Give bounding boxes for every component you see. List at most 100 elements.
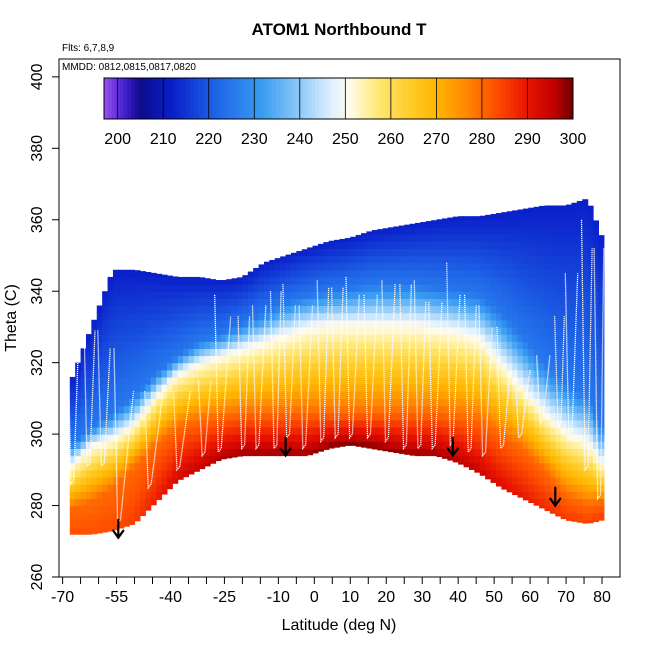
heatmap-cell bbox=[479, 426, 486, 435]
heatmap-cell bbox=[150, 412, 157, 421]
colorbar-segment bbox=[549, 78, 554, 119]
heatmap-cell bbox=[377, 341, 384, 349]
heatmap-cell bbox=[242, 326, 249, 335]
heatmap-cell bbox=[150, 491, 157, 499]
heatmap-cell bbox=[285, 441, 292, 449]
heatmap-cell bbox=[134, 341, 141, 349]
colorbar-segment bbox=[248, 78, 254, 119]
heatmap-cell bbox=[598, 348, 605, 357]
heatmap-cell bbox=[334, 284, 341, 292]
heatmap-cell bbox=[571, 284, 578, 292]
heatmap-cell bbox=[339, 319, 346, 328]
heatmap-cell bbox=[447, 319, 454, 328]
heatmap-cell bbox=[512, 391, 519, 399]
heatmap-cell bbox=[549, 455, 556, 464]
heatmap-cell bbox=[296, 434, 303, 442]
heatmap-cell bbox=[495, 434, 502, 442]
heatmap-cell bbox=[285, 298, 292, 307]
heatmap-cell bbox=[555, 398, 562, 407]
heatmap-cell bbox=[549, 376, 556, 385]
heatmap-cell bbox=[441, 276, 448, 285]
heatmap-cell bbox=[479, 355, 486, 364]
heatmap-cell bbox=[177, 291, 184, 299]
heatmap-cell bbox=[96, 326, 103, 335]
heatmap-cell bbox=[593, 512, 600, 521]
heatmap-cell bbox=[307, 284, 314, 292]
heatmap-cell bbox=[210, 334, 217, 342]
heatmap-cell bbox=[69, 376, 76, 385]
heatmap-cell bbox=[226, 398, 233, 407]
heatmap-cell bbox=[134, 491, 141, 499]
heatmap-cell bbox=[199, 384, 206, 392]
heatmap-cell bbox=[468, 298, 475, 307]
heatmap-cell bbox=[150, 305, 157, 314]
heatmap-cell bbox=[398, 262, 405, 271]
heatmap-cell bbox=[204, 278, 211, 285]
heatmap-cell bbox=[474, 462, 481, 471]
colorbar-segment bbox=[432, 78, 437, 119]
heatmap-cell bbox=[566, 455, 573, 464]
heatmap-cell bbox=[301, 276, 308, 285]
heatmap-cell bbox=[102, 419, 109, 428]
heatmap-cell bbox=[204, 312, 211, 321]
heatmap-cell bbox=[96, 519, 103, 528]
heatmap-cell bbox=[129, 291, 136, 299]
heatmap-cell bbox=[382, 228, 389, 235]
heatmap-cell bbox=[474, 298, 481, 307]
heatmap-cell bbox=[312, 326, 319, 335]
heatmap-cell bbox=[506, 241, 513, 249]
heatmap-cell bbox=[549, 284, 556, 292]
heatmap-cell bbox=[425, 362, 432, 371]
heatmap-cell bbox=[145, 405, 152, 414]
heatmap-cell bbox=[139, 412, 146, 421]
heatmap-cell bbox=[549, 226, 556, 235]
heatmap-cell bbox=[544, 284, 551, 292]
heatmap-cell bbox=[371, 234, 378, 242]
heatmap-cell bbox=[549, 269, 556, 278]
heatmap-cell bbox=[172, 276, 179, 278]
heatmap-cell bbox=[301, 362, 308, 371]
heatmap-cell bbox=[323, 298, 330, 307]
heatmap-cell bbox=[371, 276, 378, 285]
heatmap-cell bbox=[431, 348, 438, 357]
heatmap-cell bbox=[593, 298, 600, 307]
heatmap-cell bbox=[533, 334, 540, 342]
heatmap-cell bbox=[463, 434, 470, 442]
heatmap-cell bbox=[566, 312, 573, 321]
heatmap-cell bbox=[398, 426, 405, 435]
heatmap-cell bbox=[576, 334, 583, 342]
heatmap-cell bbox=[355, 398, 362, 407]
heatmap-cell bbox=[447, 355, 454, 364]
heatmap-cell bbox=[593, 419, 600, 428]
heatmap-cell bbox=[317, 405, 324, 414]
heatmap-cell bbox=[415, 355, 422, 364]
heatmap-cell bbox=[134, 519, 141, 522]
heatmap-cell bbox=[382, 284, 389, 292]
heatmap-cell bbox=[598, 269, 605, 278]
heatmap-cell bbox=[193, 369, 200, 378]
heatmap-cell bbox=[533, 391, 540, 399]
heatmap-cell bbox=[512, 476, 519, 485]
heatmap-cell bbox=[576, 498, 583, 507]
heatmap-cell bbox=[560, 441, 567, 449]
heatmap-cell bbox=[458, 305, 465, 314]
heatmap-cell bbox=[598, 505, 605, 514]
heatmap-cell bbox=[237, 369, 243, 378]
heatmap-cell bbox=[355, 348, 362, 357]
colorbar-segment bbox=[107, 78, 113, 119]
heatmap-cell bbox=[323, 376, 330, 385]
flight-track-dive bbox=[97, 330, 111, 469]
heatmap-cell bbox=[441, 291, 448, 299]
heatmap-cell bbox=[231, 326, 238, 335]
heatmap-cell bbox=[145, 348, 152, 357]
heatmap-cell bbox=[328, 434, 335, 442]
heatmap-cell bbox=[172, 476, 179, 484]
heatmap-cell bbox=[485, 291, 492, 299]
heatmap-cell bbox=[317, 369, 324, 378]
heatmap-cell bbox=[398, 355, 405, 364]
heatmap-cell bbox=[231, 278, 238, 285]
heatmap-cell bbox=[566, 326, 573, 335]
heatmap-cell bbox=[555, 505, 562, 514]
heatmap-cell bbox=[112, 348, 119, 357]
heatmap-cell bbox=[129, 369, 136, 378]
